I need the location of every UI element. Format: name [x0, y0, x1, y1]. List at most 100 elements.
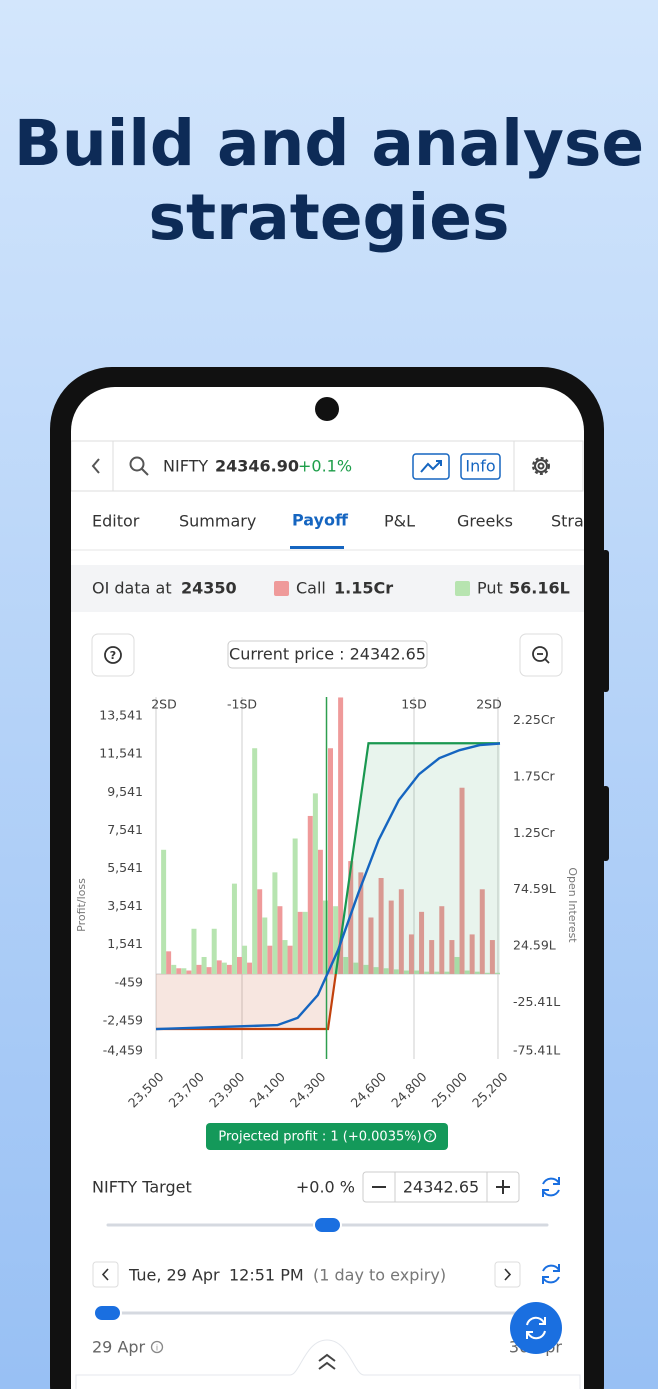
- back-button[interactable]: [91, 458, 100, 474]
- tab[interactable]: Editor: [92, 512, 140, 531]
- time: 12:51 PM: [229, 1266, 304, 1285]
- oi-bar: [231, 883, 237, 974]
- prev-button[interactable]: [92, 1261, 119, 1288]
- headline: Build and analyse: [14, 107, 644, 180]
- next-button[interactable]: [494, 1261, 521, 1288]
- change: +0.1%: [298, 457, 352, 476]
- oi-label: OI data at: [92, 579, 172, 598]
- info-icon[interactable]: ?: [423, 1129, 437, 1143]
- oi-bar: [398, 889, 404, 974]
- y-tick-label: 5,541: [107, 860, 143, 875]
- projected-label: Projected profit : 1 (+0.0035%): [218, 1130, 421, 1145]
- settings-button[interactable]: [532, 457, 550, 475]
- info-label: Info: [465, 457, 495, 476]
- oi-bar: [236, 956, 242, 974]
- tab[interactable]: Summary: [179, 512, 256, 531]
- reset-button[interactable]: [542, 1264, 560, 1284]
- tab[interactable]: P&L: [384, 512, 415, 531]
- search-icon[interactable]: [129, 456, 149, 476]
- target-input[interactable]: 24342.65: [403, 1178, 479, 1197]
- tab[interactable]: Greeks: [457, 512, 513, 531]
- oi-bar: [211, 928, 217, 974]
- oi-bar: [338, 697, 344, 974]
- svg-text:?: ?: [428, 1133, 432, 1142]
- oi-bar: [434, 971, 440, 974]
- y-tick-label: 9,541: [107, 784, 143, 799]
- tab-active[interactable]: Payoff: [292, 511, 349, 530]
- oi-bar: [292, 838, 298, 974]
- oi-bar: [474, 971, 480, 974]
- oi-bar: [454, 956, 460, 974]
- oi-bar: [393, 969, 399, 974]
- chart-toggle[interactable]: [412, 453, 450, 480]
- refresh-icon: [526, 1316, 546, 1340]
- oi-bar: [196, 964, 202, 974]
- oi-bar: [449, 940, 455, 974]
- call-total: 1.15Cr: [334, 579, 393, 598]
- oi-bar: [495, 972, 500, 974]
- y-tick-label: 11,541: [99, 746, 143, 761]
- oi-bar: [479, 889, 485, 974]
- zoom-out-button[interactable]: [519, 633, 563, 677]
- oi-bar: [373, 967, 379, 974]
- oi-bar: [444, 971, 450, 974]
- legend-label: Call: [296, 579, 326, 598]
- phone-screen: [71, 387, 584, 1389]
- oi-bar: [272, 872, 278, 974]
- current-price-button[interactable]: [227, 640, 428, 669]
- refresh-fab[interactable]: [510, 1302, 562, 1354]
- svg-text:i: i: [156, 1344, 158, 1353]
- target-change: +0.0 %: [296, 1178, 355, 1197]
- info-button[interactable]: [460, 453, 501, 480]
- oi-bar: [242, 945, 248, 974]
- y-tick-label: 13,541: [99, 708, 143, 723]
- oi-bar: [287, 945, 293, 974]
- oi-bar: [489, 940, 495, 974]
- sd-label: 1SD: [401, 697, 427, 712]
- oi-bar: [171, 964, 177, 974]
- y-tick-label: 3,541: [107, 898, 143, 913]
- y-tick-label: 7,541: [107, 822, 143, 837]
- oi-bar: [317, 849, 323, 974]
- oi-bar: [297, 911, 303, 974]
- price: 24346.90: [215, 457, 299, 476]
- y2-tick-label: 24.59L: [513, 938, 556, 953]
- slider-thumb[interactable]: [93, 1304, 122, 1322]
- tab[interactable]: Stra: [551, 512, 584, 531]
- oi-bar: [312, 793, 318, 974]
- help-button[interactable]: ?: [91, 633, 135, 677]
- info-icon[interactable]: i: [150, 1340, 164, 1354]
- oi-strike: 24350: [181, 579, 237, 598]
- reset-button[interactable]: [542, 1177, 560, 1197]
- y-tick-label: 1,541: [107, 936, 143, 951]
- y-tick-label: -2,459: [103, 1012, 143, 1027]
- oi-bar: [378, 878, 384, 974]
- sd-label: 2SD: [151, 697, 177, 712]
- oi-bar: [408, 934, 414, 974]
- oi-bar: [363, 964, 369, 974]
- oi-bar: [464, 970, 470, 974]
- stepper: [362, 1171, 520, 1203]
- payoff-line: [155, 742, 501, 1031]
- y2-tick-label: 1.75Cr: [513, 768, 556, 783]
- target-label: NIFTY Target: [92, 1178, 192, 1197]
- oi-strip: [71, 565, 584, 612]
- oi-bar: [403, 970, 409, 974]
- plus-button[interactable]: [496, 1180, 510, 1194]
- payoff-line: [156, 742, 500, 975]
- legend-swatch: [274, 581, 289, 596]
- oi-bar: [161, 849, 167, 974]
- y-tick-label: -4,459: [103, 1043, 143, 1058]
- oi-bar: [277, 906, 283, 974]
- oi-bar: [247, 962, 253, 974]
- slider-thumb[interactable]: [313, 1216, 342, 1234]
- y2-tick-label: -75.41L: [513, 1043, 560, 1058]
- app: NIFTY 24346.90 +0.1% Info Editor Summary…: [71, 397, 584, 1389]
- oi-bar: [262, 917, 268, 974]
- expand-button[interactable]: [318, 1353, 336, 1370]
- camera: [315, 397, 339, 421]
- legend-label: Put: [477, 579, 503, 598]
- oi-bar: [419, 911, 425, 974]
- tab-underline: [290, 546, 344, 549]
